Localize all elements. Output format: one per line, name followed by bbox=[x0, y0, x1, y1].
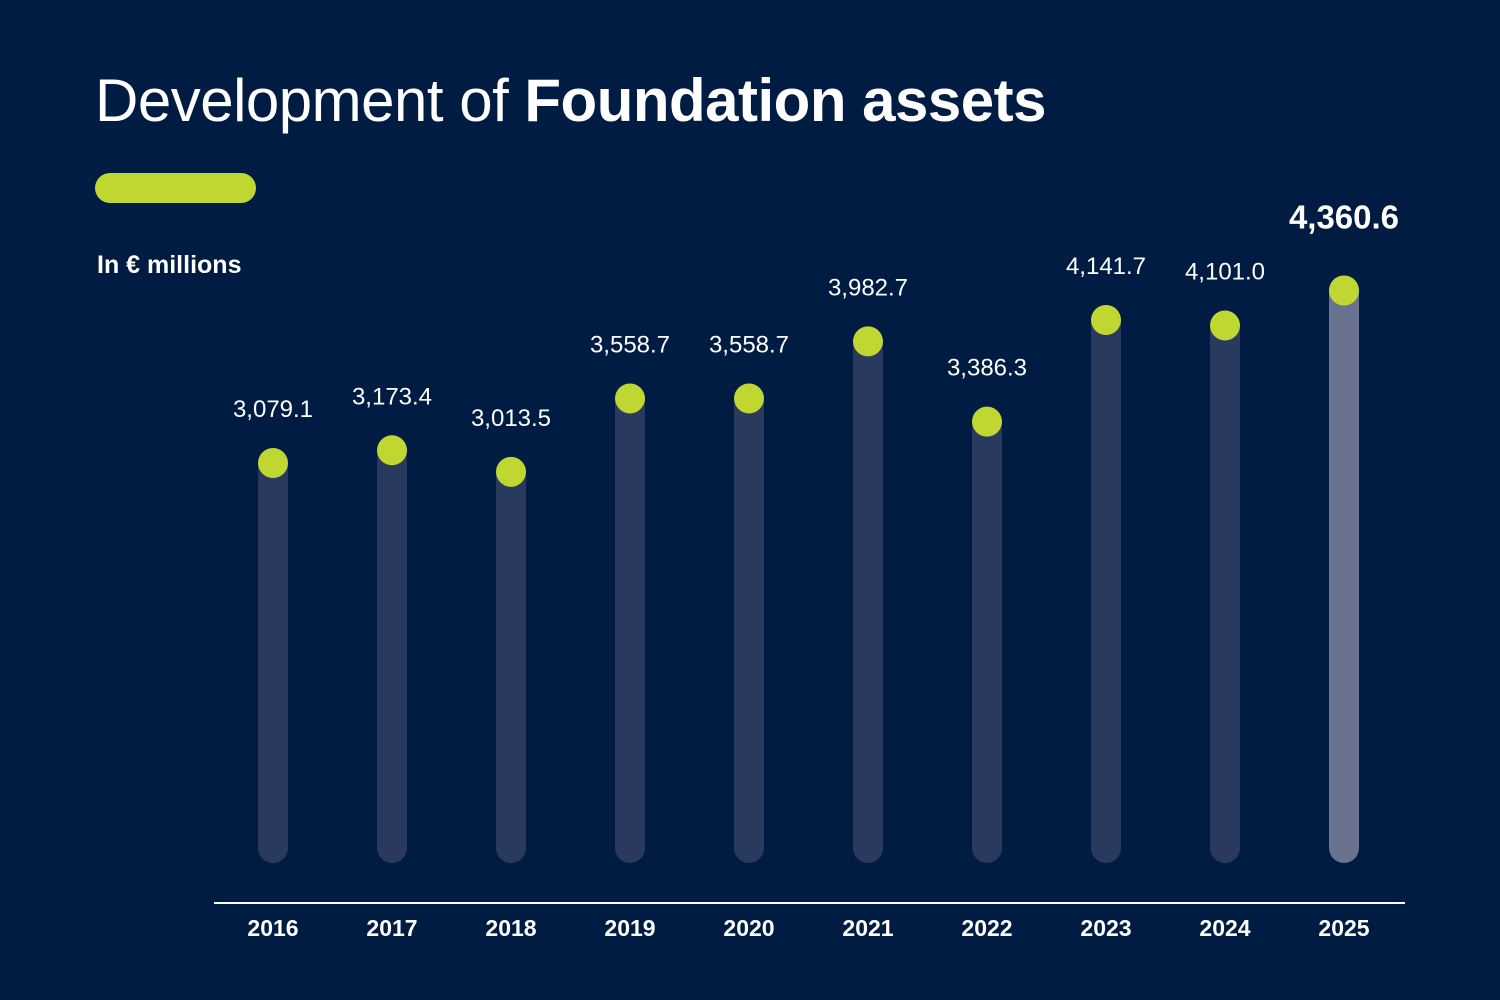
x-tick-label-2024: 2024 bbox=[1199, 915, 1250, 941]
dot-2021 bbox=[853, 326, 883, 357]
value-label-2024: 4,101.0 bbox=[1185, 258, 1265, 285]
chart-title-bold: Foundation assets bbox=[524, 67, 1046, 134]
x-tick-label-2025: 2025 bbox=[1318, 915, 1369, 941]
accent-pill bbox=[95, 173, 256, 203]
dot-2023 bbox=[1091, 304, 1121, 335]
value-label-2025: 4,360.6 bbox=[1289, 199, 1399, 236]
dot-2020 bbox=[734, 383, 764, 414]
dot-2016 bbox=[258, 448, 288, 478]
x-tick-label-2016: 2016 bbox=[247, 915, 298, 941]
x-tick-label-2018: 2018 bbox=[485, 915, 536, 941]
x-tick-label-2017: 2017 bbox=[366, 915, 417, 941]
dot-2022 bbox=[972, 406, 1002, 437]
value-label-2017: 3,173.4 bbox=[352, 383, 432, 410]
unit-label: In € millions bbox=[97, 251, 242, 279]
dot-2025 bbox=[1329, 275, 1359, 306]
value-label-2020: 3,558.7 bbox=[709, 331, 789, 358]
value-label-2022: 3,386.3 bbox=[947, 355, 1027, 382]
dot-2024 bbox=[1210, 310, 1240, 341]
x-tick-label-2019: 2019 bbox=[604, 915, 655, 941]
value-label-2018: 3,013.5 bbox=[471, 405, 551, 432]
dot-2018 bbox=[496, 456, 526, 487]
chart-title-regular: Development of bbox=[95, 67, 525, 134]
value-label-2023: 4,141.7 bbox=[1066, 253, 1146, 280]
x-tick-label-2023: 2023 bbox=[1080, 915, 1131, 941]
dot-2017 bbox=[377, 435, 407, 466]
value-label-2021: 3,982.7 bbox=[828, 274, 908, 301]
x-tick-label-2021: 2021 bbox=[842, 915, 893, 941]
value-label-2019: 3,558.7 bbox=[590, 331, 670, 358]
value-label-2016: 3,079.1 bbox=[233, 396, 313, 423]
chart-title: Development of Foundation assets bbox=[95, 64, 1046, 138]
x-tick-label-2020: 2020 bbox=[723, 915, 774, 941]
dot-2019 bbox=[615, 383, 645, 414]
x-tick-label-2022: 2022 bbox=[961, 915, 1012, 941]
